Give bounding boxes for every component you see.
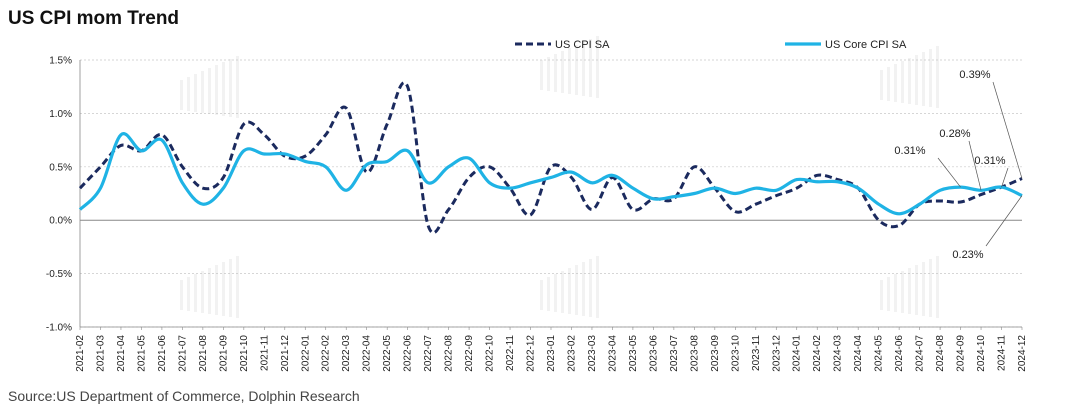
x-tick-label: 2024-11 bbox=[997, 335, 1008, 371]
x-tick-label: 2022-03 bbox=[341, 335, 352, 372]
y-tick-label: 1.5% bbox=[49, 56, 72, 67]
x-tick-label: 2022-10 bbox=[485, 335, 496, 372]
series-lines bbox=[78, 81, 1023, 235]
y-tick-label: 1.0% bbox=[49, 109, 72, 120]
x-tick-label: 2022-11 bbox=[505, 335, 516, 371]
annotation-leader bbox=[968, 140, 982, 191]
x-tick-label: 2021-10 bbox=[239, 335, 250, 372]
watermark-logo bbox=[540, 36, 599, 98]
watermark-logo bbox=[540, 256, 599, 318]
annotation-leader bbox=[1001, 167, 1009, 188]
x-tick-label: 2021-06 bbox=[157, 335, 168, 372]
annotation-label: 0.39% bbox=[959, 69, 990, 81]
x-tick-label: 2022-08 bbox=[444, 335, 455, 372]
series-line-us-cpi-sa bbox=[78, 81, 1023, 235]
watermark-layer bbox=[180, 36, 939, 318]
annotation-leader bbox=[985, 195, 1023, 247]
x-tick-label: 2022-06 bbox=[403, 335, 414, 372]
x-tick-label: 2023-01 bbox=[546, 335, 557, 372]
y-tick-label: -0.5% bbox=[46, 269, 72, 280]
x-tick-label: 2022-04 bbox=[362, 335, 373, 372]
x-tick-label: 2022-01 bbox=[300, 335, 311, 372]
x-tick-label: 2023-11 bbox=[751, 335, 762, 371]
x-tick-label: 2021-05 bbox=[136, 335, 147, 372]
x-tick-label: 2024-02 bbox=[812, 335, 823, 372]
x-tick-label: 2024-06 bbox=[894, 335, 905, 372]
x-tick-label: 2021-03 bbox=[95, 335, 106, 372]
x-tick-label: 2023-12 bbox=[771, 335, 782, 372]
x-tick-label: 2022-12 bbox=[526, 335, 537, 372]
x-tick-label: 2024-12 bbox=[1017, 335, 1028, 372]
legend: US CPI SA US Core CPI SA bbox=[515, 39, 907, 51]
x-tick-label: 2023-04 bbox=[607, 335, 618, 372]
annotation-label: 0.31% bbox=[974, 155, 1005, 167]
legend-label: US CPI SA bbox=[555, 39, 610, 51]
source-note: Source:US Department of Commerce, Dolphi… bbox=[8, 388, 360, 404]
x-tick-label: 2021-09 bbox=[218, 335, 229, 372]
y-tick-label: 0.5% bbox=[49, 162, 72, 173]
x-tick-label: 2024-07 bbox=[915, 335, 926, 372]
y-axis-ticks: 1.5% 1.0% 0.5% 0.0% -0.5% -1.0% bbox=[46, 56, 72, 334]
x-axis-ticks: 2021-02 2021-03 2021-04 2021-05 2021-06 2021-… bbox=[75, 327, 1028, 372]
x-tick-label: 2024-05 bbox=[874, 335, 885, 372]
y-tick-label: -1.0% bbox=[46, 323, 72, 334]
chart-title: US CPI mom Trend bbox=[8, 8, 180, 29]
x-tick-label: 2024-09 bbox=[956, 335, 967, 372]
watermark-logo bbox=[880, 256, 939, 318]
watermark-logo bbox=[180, 56, 239, 118]
x-tick-label: 2022-05 bbox=[382, 335, 393, 372]
x-tick-label: 2021-11 bbox=[259, 335, 270, 371]
x-tick-label: 2022-09 bbox=[464, 335, 475, 372]
x-tick-label: 2021-07 bbox=[177, 335, 188, 372]
annotation-label: 0.28% bbox=[939, 128, 970, 140]
x-tick-label: 2022-07 bbox=[423, 335, 434, 372]
x-tick-label: 2024-10 bbox=[976, 335, 987, 372]
x-tick-label: 2023-06 bbox=[648, 335, 659, 372]
x-tick-label: 2021-12 bbox=[280, 335, 291, 372]
x-tick-label: 2023-08 bbox=[689, 335, 700, 372]
watermark-logo bbox=[880, 46, 939, 108]
grid-lines bbox=[79, 59, 1022, 328]
annotation-leader bbox=[937, 157, 961, 188]
annotation-leader bbox=[992, 81, 1023, 179]
series-line-us-core-cpi-sa bbox=[78, 132, 1023, 216]
x-tick-label: 2023-09 bbox=[710, 335, 721, 372]
legend-label: US Core CPI SA bbox=[825, 39, 907, 51]
annotations: 0.39% 0.28% 0.31% 0.31% 0.23% bbox=[894, 69, 1023, 261]
x-tick-label: 2024-03 bbox=[833, 335, 844, 372]
x-tick-label: 2023-03 bbox=[587, 335, 598, 372]
x-tick-label: 2021-02 bbox=[75, 335, 86, 372]
x-tick-label: 2024-08 bbox=[935, 335, 946, 372]
x-tick-label: 2023-05 bbox=[628, 335, 639, 372]
x-tick-label: 2023-07 bbox=[669, 335, 680, 372]
watermark-logo bbox=[180, 256, 239, 318]
annotation-label: 0.23% bbox=[952, 249, 983, 261]
annotation-label: 0.31% bbox=[894, 145, 925, 157]
x-tick-label: 2021-08 bbox=[198, 335, 209, 372]
x-tick-label: 2022-02 bbox=[321, 335, 332, 372]
x-tick-label: 2024-04 bbox=[853, 335, 864, 372]
x-tick-label: 2023-02 bbox=[566, 335, 577, 372]
x-tick-label: 2023-10 bbox=[730, 335, 741, 372]
y-tick-label: 0.0% bbox=[49, 216, 72, 227]
x-tick-label: 2021-04 bbox=[116, 335, 127, 372]
x-tick-label: 2024-01 bbox=[792, 335, 803, 372]
